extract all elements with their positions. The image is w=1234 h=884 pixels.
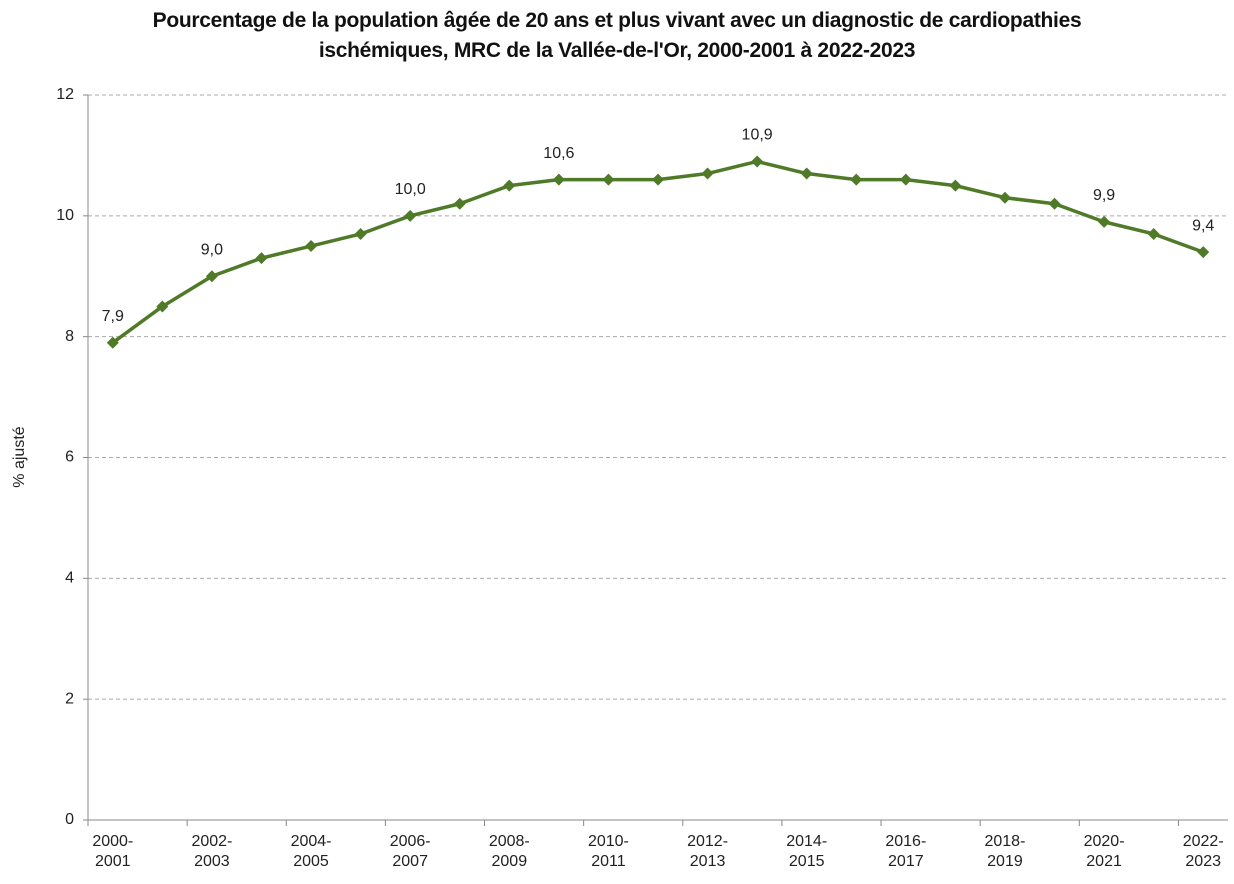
y-tick-label: 2 [65, 690, 74, 707]
value-label: 10,6 [543, 145, 574, 162]
marker [751, 155, 764, 168]
y-tick-label: 12 [56, 86, 74, 103]
marker [255, 252, 268, 265]
marker [305, 240, 318, 253]
x-tick-label: 2010-2011 [587, 833, 629, 870]
value-label: 9,9 [1093, 187, 1115, 204]
x-tick-label: 2022-2023 [1182, 833, 1224, 870]
x-tick-label: 2006-2007 [389, 833, 431, 870]
marker [899, 173, 912, 186]
marker [354, 227, 367, 240]
y-tick-label: 10 [56, 207, 74, 224]
y-tick-label: 6 [65, 449, 74, 466]
x-tick-label: 2020-2021 [1083, 833, 1125, 870]
marker [205, 270, 218, 283]
x-tick-label: 2000-2001 [92, 833, 134, 870]
marker [850, 173, 863, 186]
marker [404, 209, 417, 222]
x-tick-label: 2016-2017 [885, 833, 927, 870]
y-tick-label: 0 [65, 811, 74, 828]
y-axis-title: % ajusté [11, 426, 28, 487]
marker [800, 167, 813, 180]
marker [602, 173, 615, 186]
marker [453, 197, 466, 210]
y-tick-label: 8 [65, 328, 74, 345]
x-tick-label: 2012-2013 [687, 833, 729, 870]
value-label: 7,9 [102, 308, 124, 325]
x-tick-label: 2002-2003 [191, 833, 233, 870]
x-tick-label: 2018-2019 [984, 833, 1026, 870]
chart-title: Pourcentage de la population âgée de 20 … [152, 9, 1082, 62]
x-tick-label: 2004-2005 [290, 833, 332, 870]
marker [1098, 215, 1111, 228]
marker [156, 300, 169, 313]
marker [652, 173, 664, 186]
value-label: 9,0 [201, 241, 223, 258]
y-tick-label: 4 [65, 570, 74, 587]
value-label: 10,9 [742, 127, 773, 144]
marker [106, 336, 119, 349]
data-line [111, 159, 1204, 345]
x-tick-label: 2014-2015 [786, 833, 828, 870]
marker [552, 173, 565, 186]
marker [998, 191, 1011, 204]
value-label: 10,0 [395, 181, 426, 198]
marker [1197, 246, 1210, 259]
marker [949, 179, 962, 192]
marker [1048, 197, 1061, 210]
value-label: 9,4 [1192, 217, 1214, 234]
marker [1147, 227, 1160, 240]
marker [503, 179, 516, 192]
marker [701, 167, 714, 180]
x-tick-label: 2008-2009 [488, 833, 530, 870]
